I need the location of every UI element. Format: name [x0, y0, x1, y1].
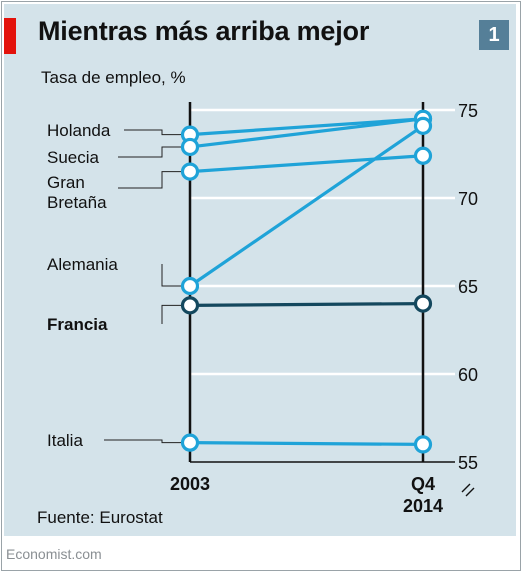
data-point: [180, 162, 200, 181]
series-line: [188, 124, 425, 288]
label-connector: [104, 439, 182, 444]
data-point: [180, 137, 200, 157]
series-line: [188, 117, 425, 149]
series-label: Italia: [47, 431, 83, 450]
data-point: [413, 146, 433, 165]
label-connector: [161, 264, 182, 287]
label-connector: [161, 304, 182, 324]
data-point: [413, 294, 433, 313]
y-tick-label: 70: [458, 189, 478, 209]
label-connector: [124, 129, 182, 136]
y-tick-label: 65: [458, 277, 478, 297]
series-label: Suecia: [47, 148, 100, 167]
footer-brand: Economist.com: [6, 546, 102, 562]
series-label: Bretaña: [47, 193, 107, 212]
axis-break-icon: [461, 483, 475, 497]
data-point: [180, 296, 200, 315]
chart-number-badge: 1: [479, 20, 509, 50]
x-tick-label: Q4: [411, 474, 435, 494]
data-point: [413, 116, 433, 135]
series-line: [188, 117, 425, 137]
data-point: [180, 433, 200, 452]
label-connector: [118, 146, 182, 158]
red-tag: [4, 18, 16, 54]
source-note: Fuente: Eurostat: [37, 508, 163, 527]
x-tick-label: 2003: [170, 474, 210, 494]
y-tick-label: 55: [458, 453, 478, 473]
series-label: Holanda: [47, 121, 111, 140]
series-line: [188, 441, 425, 446]
data-point: [413, 435, 433, 454]
chart-title: Mientras más arriba mejor: [38, 16, 370, 46]
series-label: Gran: [47, 173, 85, 192]
chart-subtitle: Tasa de empleo, %: [41, 68, 186, 87]
data-point: [180, 276, 200, 296]
series-label: Alemania: [47, 255, 118, 274]
series-line: [188, 302, 425, 307]
series-label: Francia: [47, 315, 108, 334]
label-connector: [118, 171, 182, 189]
series-line: [188, 154, 425, 174]
x-tick-label: 2014: [403, 496, 443, 516]
y-tick-label: 75: [458, 101, 478, 121]
y-tick-label: 60: [458, 365, 478, 385]
